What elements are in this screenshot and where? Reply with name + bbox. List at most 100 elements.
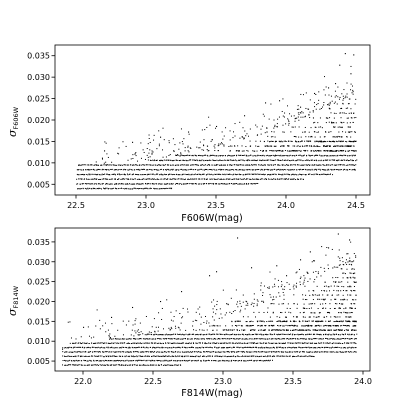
top-data-point bbox=[95, 178, 97, 180]
bottom-data-point bbox=[229, 342, 231, 344]
bottom-data-point bbox=[247, 342, 249, 344]
top-data-point bbox=[165, 159, 167, 161]
top-data-point bbox=[339, 145, 341, 147]
top-data-point bbox=[328, 145, 330, 147]
bottom-data-point bbox=[179, 355, 181, 357]
bottom-data-point bbox=[305, 294, 307, 296]
bottom-data-point bbox=[354, 342, 356, 344]
top-data-point bbox=[211, 183, 213, 185]
bottom-data-point bbox=[260, 359, 262, 361]
bottom-data-point bbox=[94, 364, 96, 366]
bottom-data-point bbox=[256, 303, 258, 305]
bottom-data-point bbox=[214, 325, 216, 327]
top-data-point bbox=[296, 159, 298, 161]
top-data-point bbox=[325, 117, 327, 119]
top-data-point bbox=[257, 159, 259, 161]
bottom-data-point bbox=[104, 342, 106, 344]
top-data-point bbox=[231, 169, 233, 171]
top-data-point bbox=[151, 178, 153, 180]
bottom-data-point bbox=[278, 342, 280, 344]
top-data-point bbox=[102, 183, 104, 185]
bottom-data-point bbox=[187, 360, 189, 362]
top-data-point bbox=[351, 164, 353, 166]
bottom-data-point bbox=[302, 298, 304, 300]
top-data-point bbox=[81, 164, 83, 166]
top-data-point bbox=[275, 140, 277, 142]
bottom-data-point bbox=[261, 351, 263, 353]
top-data-point bbox=[243, 137, 245, 139]
bottom-data-point bbox=[219, 342, 221, 344]
bottom-data-point bbox=[322, 346, 324, 348]
top-data-point bbox=[273, 131, 275, 133]
top-data-point bbox=[176, 183, 178, 185]
bottom-data-point bbox=[173, 351, 175, 353]
top-data-point bbox=[265, 159, 267, 161]
bottom-data-point bbox=[317, 320, 319, 322]
top-data-point bbox=[126, 183, 128, 185]
top-data-point bbox=[87, 187, 89, 189]
bottom-data-point bbox=[325, 324, 327, 326]
top-data-point bbox=[317, 145, 319, 147]
bottom-data-point bbox=[347, 342, 349, 344]
bottom-data-point bbox=[157, 326, 159, 328]
top-data-point bbox=[158, 188, 160, 190]
bottom-data-point bbox=[195, 355, 197, 357]
bottom-data-point bbox=[157, 334, 159, 336]
bottom-data-point bbox=[291, 342, 293, 344]
bottom-data-point bbox=[246, 351, 248, 353]
bottom-data-point bbox=[334, 307, 336, 309]
bottom-data-point bbox=[289, 351, 291, 353]
top-data-point bbox=[252, 178, 254, 180]
top-data-point bbox=[261, 178, 263, 180]
top-data-point bbox=[132, 164, 134, 166]
top-data-point bbox=[330, 112, 332, 114]
top-data-point bbox=[141, 178, 143, 180]
top-data-point bbox=[106, 173, 108, 175]
bottom-data-point bbox=[345, 338, 347, 340]
top-data-point bbox=[312, 117, 314, 119]
top-data-point bbox=[247, 160, 249, 162]
bottom-data-point bbox=[351, 346, 353, 348]
bottom-data-point bbox=[293, 288, 295, 290]
bottom-data-point bbox=[299, 342, 301, 344]
top-data-point bbox=[271, 131, 273, 133]
top-data-point bbox=[350, 159, 352, 161]
bottom-data-point bbox=[335, 266, 337, 268]
bottom-data-point bbox=[168, 364, 170, 366]
top-data-point bbox=[216, 169, 218, 171]
top-data-point bbox=[329, 146, 331, 148]
bottom-data-point bbox=[236, 342, 238, 344]
bottom-data-point bbox=[79, 346, 81, 348]
top-data-point bbox=[220, 164, 222, 166]
bottom-data-point bbox=[355, 321, 357, 323]
top-data-point bbox=[159, 188, 161, 190]
bottom-data-point bbox=[344, 338, 346, 340]
top-data-point bbox=[271, 140, 273, 142]
bottom-data-point bbox=[309, 338, 311, 340]
bottom-data-point bbox=[120, 360, 122, 362]
top-data-point bbox=[309, 111, 311, 113]
bottom-data-point bbox=[353, 320, 355, 322]
top-data-point bbox=[110, 178, 112, 180]
top-data-point bbox=[271, 155, 273, 157]
top-data-point bbox=[235, 150, 237, 152]
bottom-data-point bbox=[291, 324, 293, 326]
bottom-data-point bbox=[348, 346, 350, 348]
top-data-point bbox=[174, 183, 176, 185]
bottom-data-point bbox=[297, 355, 299, 357]
top-data-point bbox=[126, 164, 128, 166]
top-data-point bbox=[137, 183, 139, 185]
top-data-point bbox=[279, 169, 281, 171]
top-data-point bbox=[290, 169, 292, 171]
bottom-data-point bbox=[116, 342, 118, 344]
top-data-point bbox=[308, 113, 310, 115]
top-data-point bbox=[353, 160, 355, 162]
top-data-point bbox=[306, 164, 308, 166]
bottom-data-point bbox=[319, 321, 321, 323]
bottom-data-point bbox=[147, 342, 149, 344]
top-data-point bbox=[341, 159, 343, 161]
top-data-point bbox=[258, 164, 260, 166]
bottom-data-point bbox=[163, 347, 165, 349]
bottom-data-point bbox=[192, 333, 194, 335]
bottom-data-point bbox=[346, 290, 348, 292]
